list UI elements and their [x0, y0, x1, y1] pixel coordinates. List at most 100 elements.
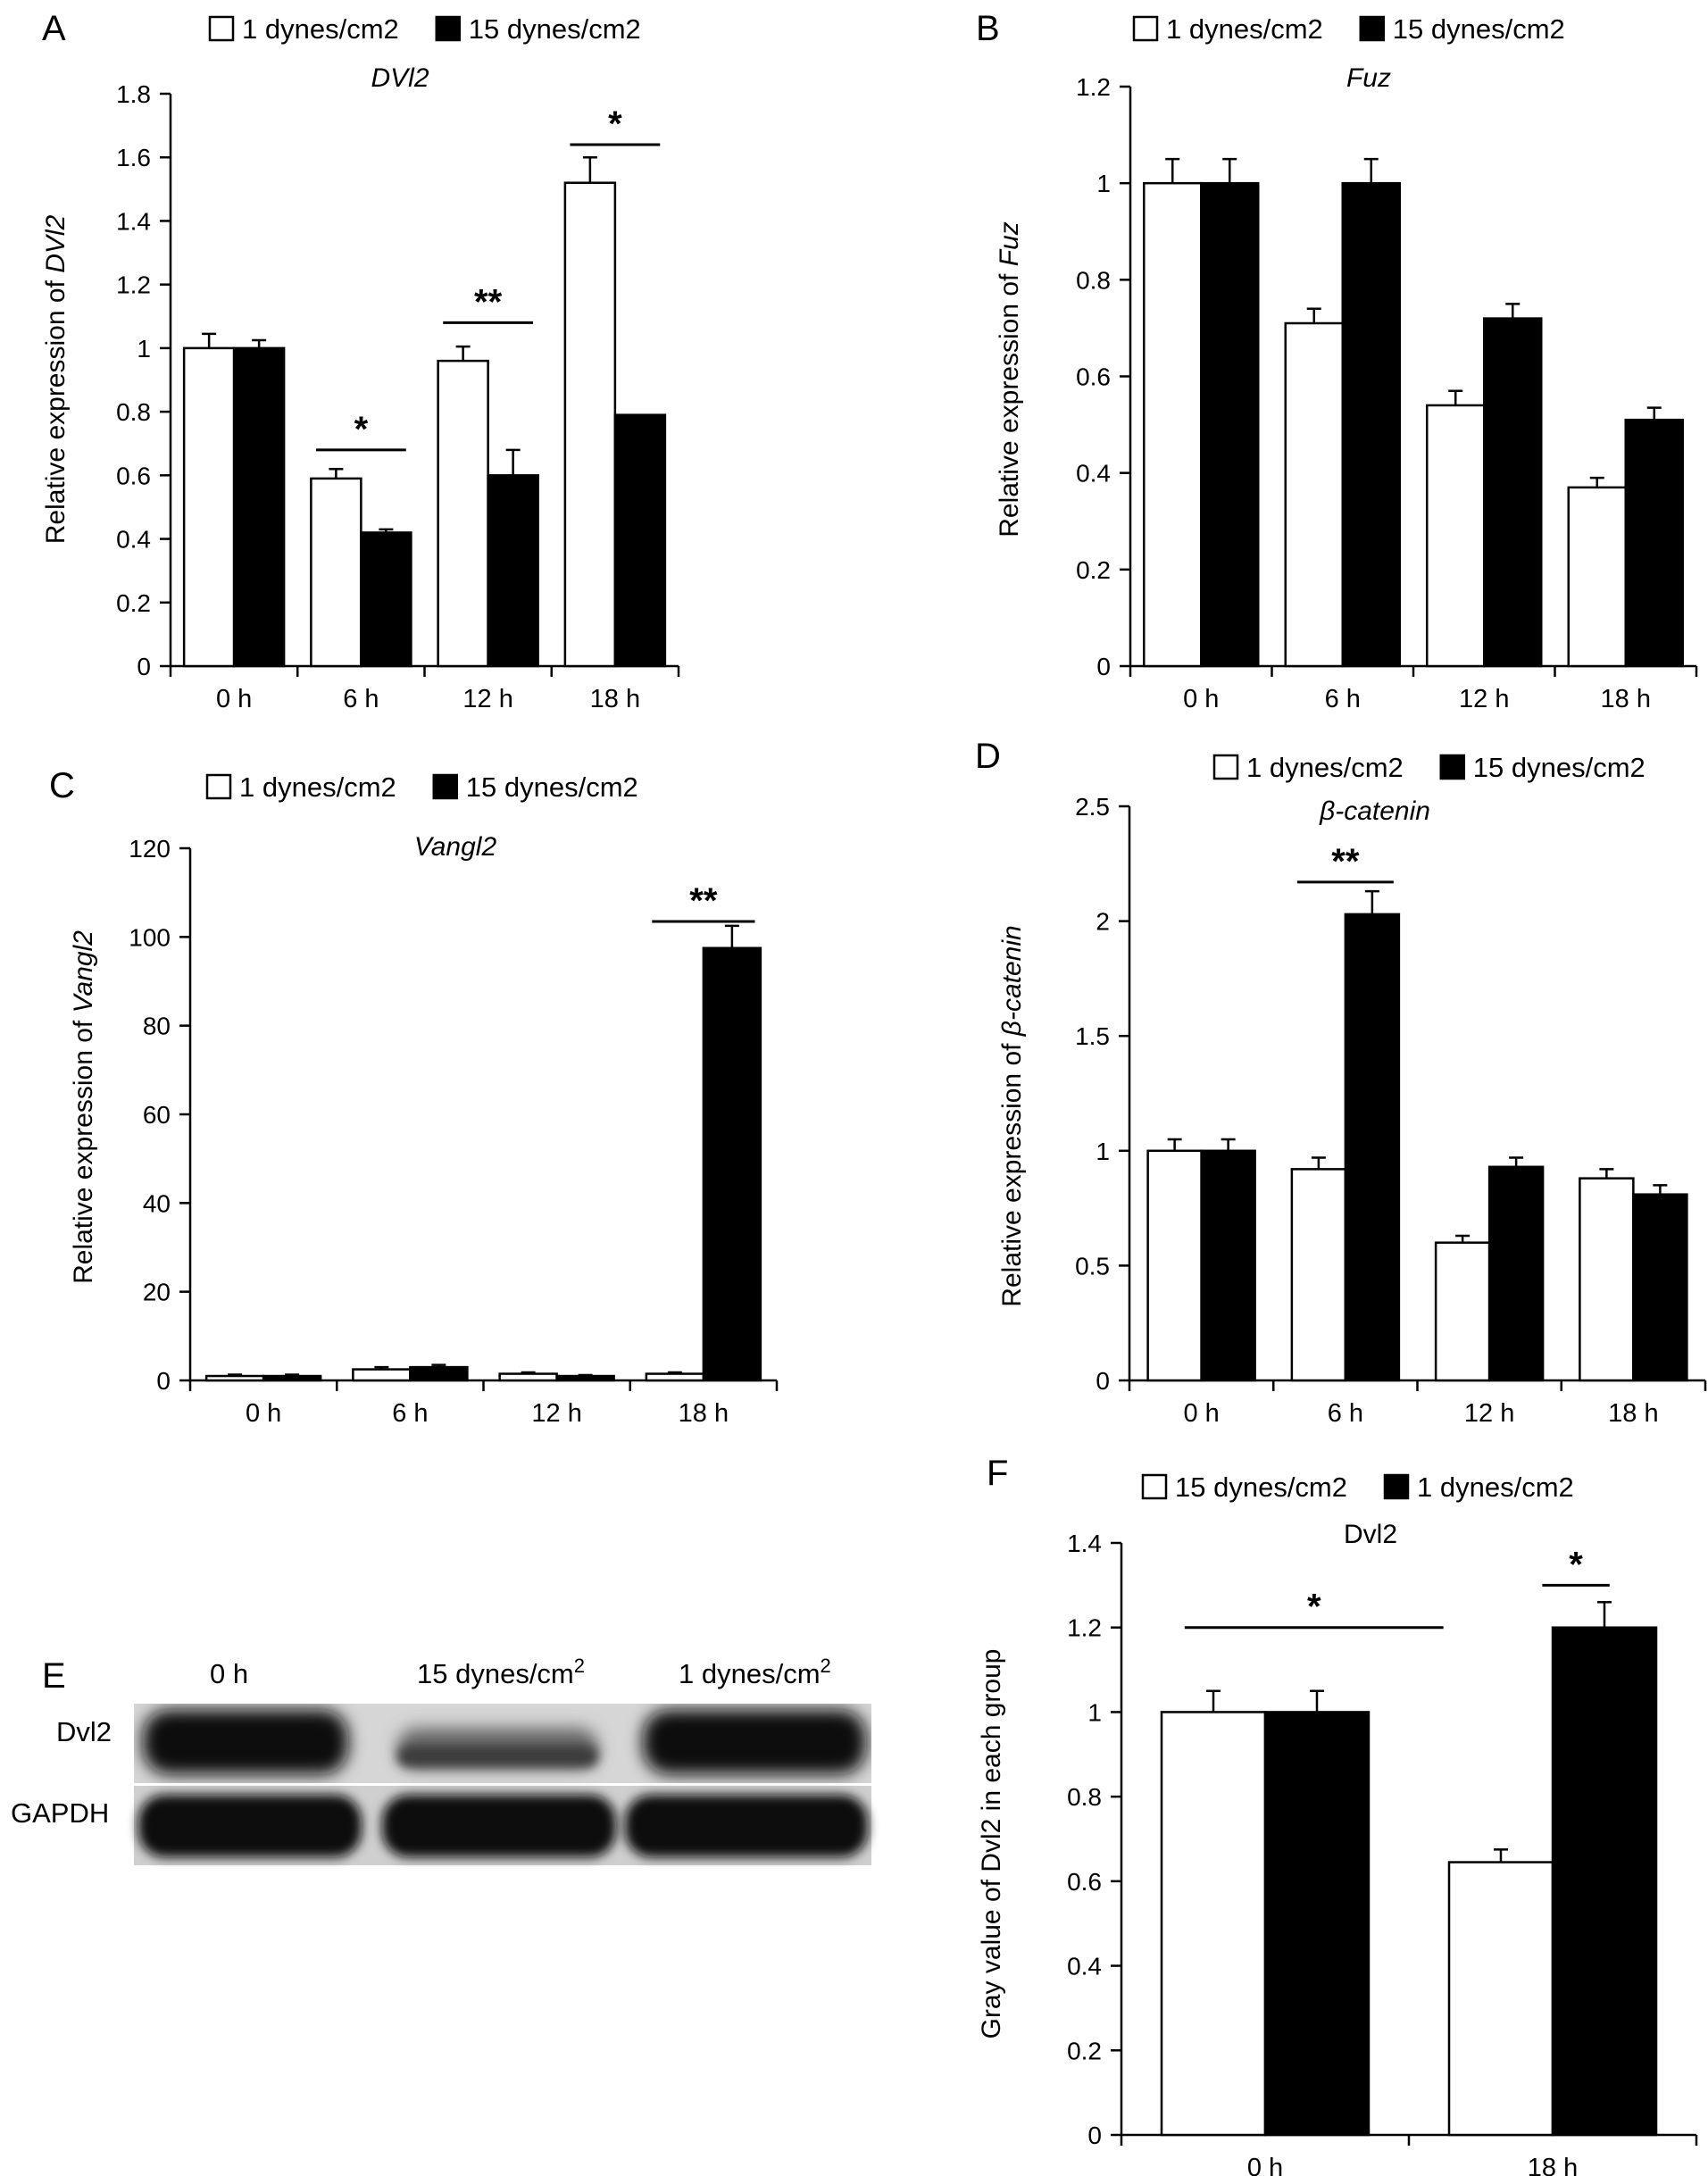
y-axis-label-a: Relative expression of DVl2 [41, 214, 71, 544]
legend-label-f-0: 15 dynes/cm2 [1175, 1472, 1347, 1503]
legend-swatch-a-0 [208, 15, 235, 42]
panel-d-letter: D [975, 737, 1001, 776]
x-tick-label-c-3: 18 h [679, 1399, 729, 1428]
y-tick-label-c-4: 80 [143, 1013, 171, 1040]
x-tick-label-d-0: 0 h [1183, 1399, 1219, 1428]
legend-swatch-d-1 [1439, 754, 1466, 780]
legend-swatch-b-1 [1359, 15, 1386, 42]
y-axis-label-c: Relative expression of Vangl2 [69, 930, 98, 1284]
bar-c-s1-c2 [555, 1374, 615, 1382]
bar-b-s0-c0 [1143, 181, 1203, 668]
bar-d-s1-c1 [1344, 913, 1401, 1382]
bar-b-s1-c1 [1341, 181, 1401, 668]
band-gapdh-1 [625, 1795, 868, 1857]
y-axis-label-text-b: Relative expression of [995, 266, 1024, 538]
y-tick-label-b-2: 0.4 [1076, 460, 1111, 488]
y-tick-label-f-5: 1 [1087, 1698, 1102, 1726]
legend-label-f-1: 1 dynes/cm2 [1417, 1472, 1574, 1503]
chart-title-b: Fuz [1346, 63, 1391, 93]
bar-c-s1-c3 [702, 946, 762, 1382]
y-tick-label-a-9: 1.8 [116, 80, 151, 108]
bar-b-s1-c2 [1483, 317, 1543, 668]
y-tick-label-a-5: 1 [137, 335, 151, 363]
bar-b-s0-c1 [1284, 321, 1344, 668]
band-gapdh-15 [382, 1795, 616, 1857]
bar-c-s0-c0 [204, 1374, 265, 1382]
legend-swatch-f-1 [1383, 1473, 1410, 1500]
y-tick-label-b-0: 0 [1096, 653, 1111, 680]
legend-swatch-c-1 [432, 773, 459, 800]
panel-f-letter: F [987, 1454, 1008, 1493]
significance-label-a-1: ** [474, 282, 503, 321]
y-tick-label-a-6: 1.2 [116, 271, 151, 299]
panel-c-letter: C [49, 766, 75, 805]
y-tick-label-c-3: 60 [143, 1101, 171, 1129]
bar-a-s0-c3 [563, 181, 617, 668]
y-tick-label-f-1: 0.2 [1067, 2037, 1102, 2064]
y-tick-label-f-4: 0.8 [1067, 1783, 1102, 1811]
legend-label-d-1: 15 dynes/cm2 [1473, 752, 1646, 783]
blot-column-1-dynes-text: 1 dynes/cm [679, 1658, 821, 1689]
blot-column-1-dynes: 1 dynes/cm2 [679, 1655, 831, 1689]
legend-label-c-1: 15 dynes/cm2 [466, 771, 638, 803]
x-tick-label-c-0: 0 h [246, 1399, 281, 1428]
band-dvl2-1 [643, 1710, 866, 1774]
blot-column-15-dynes: 15 dynes/cm2 [417, 1655, 585, 1689]
y-tick-label-f-3: 0.6 [1067, 1868, 1102, 1896]
y-axis-label-italic-c: Vangl2 [69, 930, 98, 1013]
x-tick-label-f-0: 0 h [1247, 2154, 1283, 2176]
blot-row-dvl2: Dvl2 [56, 1716, 112, 1747]
y-axis-label-text-a: Relative expression of [41, 273, 71, 545]
bar-b-s1-c0 [1200, 181, 1260, 668]
y-axis-label-text-f: Gray value of Dvl2 in each group [977, 1649, 1006, 2039]
y-tick-label-f-0: 0 [1087, 2122, 1102, 2149]
y-tick-label-d-0: 0 [1096, 1367, 1110, 1395]
bar-d-s0-c0 [1146, 1149, 1203, 1382]
chart-title-c: Vangl2 [414, 832, 497, 862]
x-tick-label-c-2: 12 h [531, 1399, 581, 1428]
y-tick-label-c-5: 100 [129, 923, 171, 951]
bar-d-s1-c2 [1487, 1165, 1545, 1382]
blot-column-15-dynes-text: 15 dynes/cm [417, 1658, 574, 1689]
bar-a-s1-c0 [232, 346, 286, 668]
x-tick-label-a-1: 6 h [343, 685, 379, 713]
y-tick-label-f-6: 1.2 [1067, 1614, 1102, 1642]
blot-bands-gapdh [138, 1795, 868, 1857]
y-tick-label-a-3: 0.6 [116, 462, 151, 489]
bar-a-s1-c3 [613, 413, 667, 668]
bar-c-s1-c1 [409, 1365, 469, 1382]
legend-label-b-0: 1 dynes/cm2 [1166, 13, 1323, 45]
y-tick-label-c-2: 40 [143, 1189, 171, 1217]
bar-b-s0-c3 [1567, 486, 1627, 668]
bar-d-s0-c1 [1290, 1168, 1347, 1382]
y-tick-label-a-2: 0.4 [116, 526, 151, 554]
legend-label-c-0: 1 dynes/cm2 [239, 771, 396, 803]
significance-label-d-0: ** [1331, 842, 1360, 881]
y-axis-label-f: Gray value of Dvl2 in each group [977, 1649, 1006, 2039]
panel-e-letter: E [42, 1656, 66, 1696]
bar-a-s1-c2 [487, 474, 539, 668]
bar-f-s0-c0 [1160, 1711, 1267, 2137]
y-tick-label-c-0: 0 [156, 1367, 171, 1395]
significance-label-a-2: * [608, 104, 622, 144]
y-tick-label-a-4: 0.8 [116, 398, 151, 426]
x-tick-label-c-1: 6 h [392, 1399, 428, 1428]
band-gapdh-0h [138, 1795, 362, 1857]
y-axis-label-b: Relative expression of Fuz [995, 221, 1024, 538]
y-tick-label-b-3: 0.6 [1076, 363, 1111, 391]
bar-d-s0-c3 [1579, 1177, 1635, 1382]
legend-swatch-d-0 [1212, 754, 1239, 780]
legend-swatch-f-0 [1141, 1473, 1168, 1500]
panel-a-letter: A [42, 9, 66, 48]
bar-d-s1-c0 [1200, 1149, 1256, 1382]
panel-b-letter: B [976, 9, 1000, 48]
legend-label-a-1: 15 dynes/cm2 [469, 13, 641, 45]
chart-title-f: Dvl2 [1344, 1520, 1397, 1549]
y-tick-label-c-1: 20 [143, 1279, 171, 1306]
chart-title-d: β-catenin [1319, 796, 1430, 826]
y-axis-label-text-c: Relative expression of [69, 1013, 98, 1284]
y-axis-label-d: Relative expression of β-catenin [997, 925, 1027, 1306]
y-tick-label-d-1: 0.5 [1075, 1252, 1110, 1280]
